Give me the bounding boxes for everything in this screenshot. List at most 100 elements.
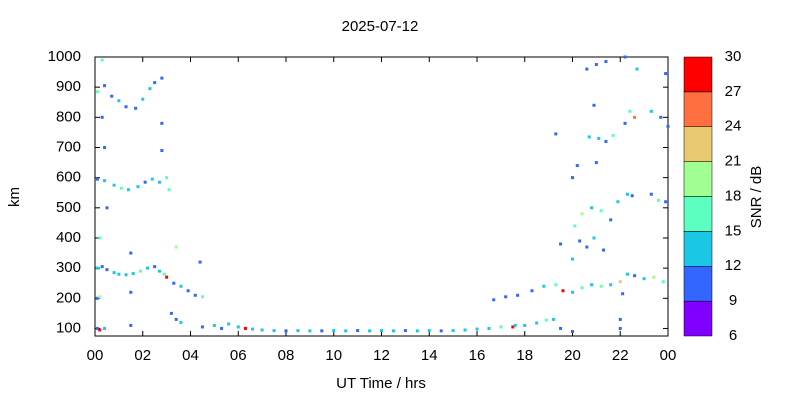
data-point [165,176,169,180]
data-point [571,176,574,180]
data-point [100,58,104,62]
y-axis-label: km [6,187,23,207]
colorbar-tick-label: 30 [725,48,742,65]
data-point [599,284,603,288]
data-point [656,198,660,202]
data-point [516,293,520,297]
data-point [628,109,632,113]
data-point [530,289,534,293]
data-point [146,266,150,270]
data-point [616,200,620,204]
data-point [380,329,383,333]
data-point [95,296,99,300]
data-point [172,281,176,285]
data-point [597,136,601,140]
data-point [609,218,613,222]
colorbar-tick-label: 6 [729,327,737,344]
data-point [160,149,164,153]
data-point [236,325,240,329]
data-point [633,274,637,278]
colorbar-tick-label: 24 [725,118,742,135]
data-point [105,206,109,210]
data-point [554,283,558,287]
colorbar-tick-label: 15 [725,222,742,239]
data-point [573,224,577,228]
x-tick-label: 06 [230,347,247,364]
data-point [403,329,407,333]
data-point [561,289,565,293]
data-point [609,283,613,287]
data-point [243,326,247,330]
data-point [592,103,596,107]
data-point [95,326,99,330]
data-point [625,192,629,196]
data-point [499,325,503,329]
data-point [308,329,312,333]
data-point [344,329,348,333]
data-point [103,145,107,149]
colorbar-band [683,300,713,337]
data-point [661,280,665,284]
data-point [129,290,133,294]
data-point [117,99,121,103]
data-point [129,323,133,327]
data-point [604,60,608,64]
data-point [153,265,157,269]
data-point [664,200,668,204]
colorbar-band [683,231,713,267]
data-point [451,329,455,333]
data-point [320,329,324,333]
data-point [666,124,670,128]
data-point [179,320,183,324]
data-point [427,329,431,333]
data-point [611,133,615,137]
data-point [134,106,138,110]
data-point [138,269,142,273]
y-tick-label: 1000 [48,48,81,65]
data-point [535,321,539,325]
data-point [131,272,135,276]
data-point [635,67,639,71]
data-point [200,295,204,299]
data-point [160,76,164,80]
data-point [578,239,582,243]
data-point [618,317,622,321]
data-point [103,326,107,330]
data-point [129,251,133,255]
data-point [580,286,584,290]
data-point [98,328,102,332]
data-point [439,329,443,333]
data-point [649,109,653,113]
data-point [141,97,145,101]
data-point [126,188,130,192]
y-tick-label: 400 [56,229,81,246]
data-point [95,177,99,181]
data-point [585,67,589,71]
y-tick-label: 100 [56,319,81,336]
data-point [167,188,171,192]
x-tick-label: 00 [660,347,677,364]
data-point [117,272,121,276]
data-point [169,311,173,315]
data-point [571,290,574,294]
data-point [633,115,637,119]
data-point [487,326,491,330]
data-point [119,186,123,190]
data-point [625,272,629,276]
data-point [623,121,627,125]
data-point [105,268,109,272]
colorbar-band [683,196,713,232]
data-point [95,90,99,94]
x-tick-label: 22 [612,347,629,364]
y-tick-label: 500 [56,199,81,216]
data-point [124,273,128,277]
data-point [599,209,603,213]
data-point [98,295,102,299]
data-point [100,115,104,119]
plot-frame [94,56,669,337]
y-tick-label: 900 [56,78,81,95]
colorbar-tick-label: 18 [725,187,742,204]
data-point [143,180,147,184]
data-point [618,326,622,330]
